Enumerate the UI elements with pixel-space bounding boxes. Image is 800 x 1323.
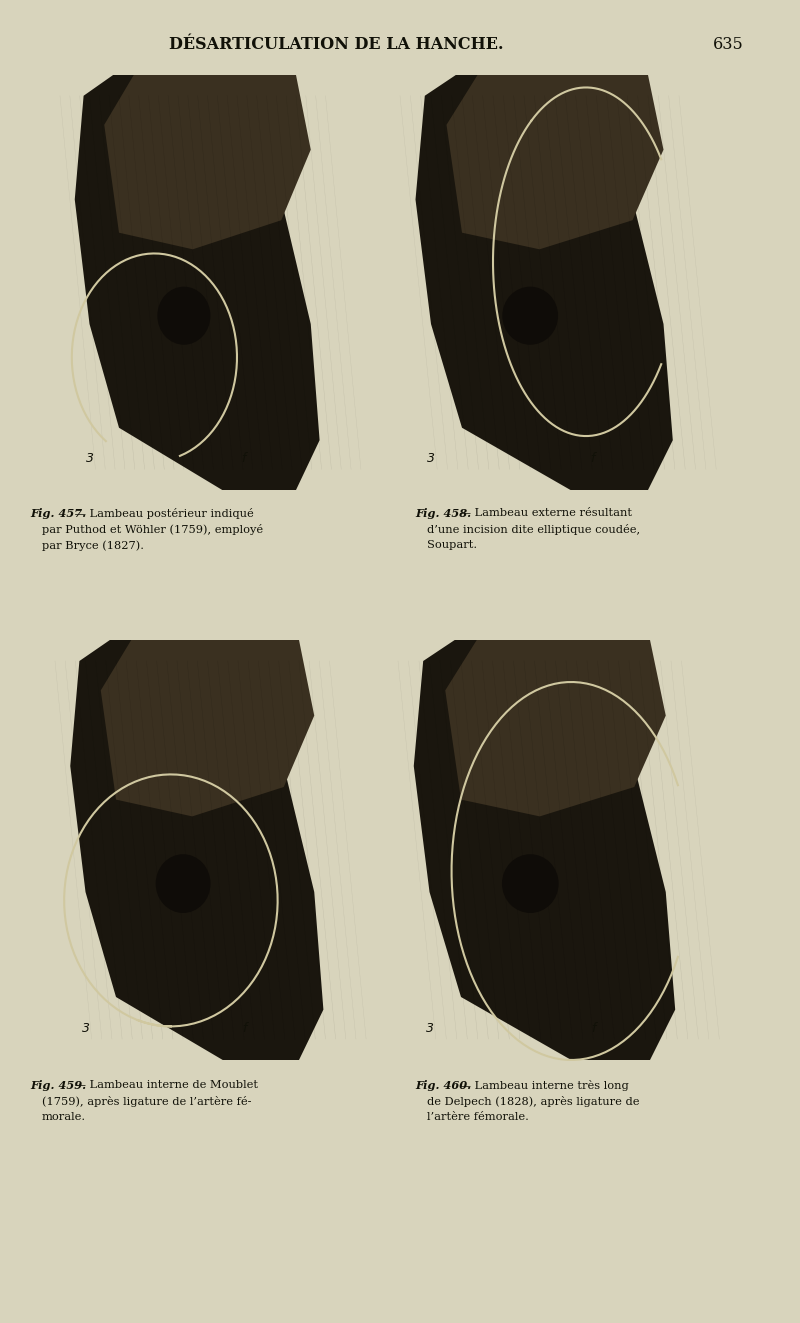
Text: 3: 3 — [82, 1021, 90, 1035]
Text: Fig. 459.: Fig. 459. — [30, 1080, 86, 1091]
Text: d’une incision dite elliptique coudée,: d’une incision dite elliptique coudée, — [427, 524, 640, 534]
Polygon shape — [414, 640, 675, 1060]
Text: Fig. 460.: Fig. 460. — [415, 1080, 471, 1091]
Ellipse shape — [502, 287, 558, 345]
Bar — [400, 75, 710, 490]
Bar — [55, 640, 360, 1060]
Text: par Bryce (1827).: par Bryce (1827). — [42, 540, 144, 550]
Bar — [398, 640, 713, 1060]
Text: l’artère fémorale.: l’artère fémorale. — [427, 1113, 529, 1122]
Text: Fig. 458.: Fig. 458. — [415, 508, 471, 519]
Text: f: f — [242, 1021, 246, 1035]
Text: de Delpech (1828), après ligature de: de Delpech (1828), après ligature de — [427, 1095, 639, 1107]
Text: Fig. 457.: Fig. 457. — [30, 508, 86, 519]
Ellipse shape — [156, 855, 210, 913]
Polygon shape — [415, 75, 673, 490]
Text: f: f — [591, 1021, 595, 1035]
Polygon shape — [70, 640, 323, 1060]
Text: — Lambeau interne de Moublet: — Lambeau interne de Moublet — [71, 1080, 258, 1090]
Text: morale.: morale. — [42, 1113, 86, 1122]
Polygon shape — [446, 75, 663, 249]
Text: 3: 3 — [427, 452, 435, 466]
Polygon shape — [74, 75, 320, 490]
Polygon shape — [446, 640, 666, 816]
Text: — Lambeau externe résultant: — Lambeau externe résultant — [456, 508, 632, 519]
Text: 3: 3 — [86, 452, 94, 466]
Text: f: f — [241, 452, 245, 466]
Text: 635: 635 — [713, 36, 743, 53]
Text: f: f — [590, 452, 594, 466]
Text: — Lambeau interne très long: — Lambeau interne très long — [456, 1080, 629, 1091]
Text: DÉSARTICULATION DE LA HANCHE.: DÉSARTICULATION DE LA HANCHE. — [169, 36, 503, 53]
Text: 3: 3 — [426, 1021, 434, 1035]
Text: Soupart.: Soupart. — [427, 540, 477, 550]
Text: — Lambeau postérieur indiqué: — Lambeau postérieur indiqué — [71, 508, 254, 519]
Polygon shape — [104, 75, 310, 249]
Text: par Puthod et Wöhler (1759), employé: par Puthod et Wöhler (1759), employé — [42, 524, 263, 534]
Polygon shape — [101, 640, 314, 816]
Text: (1759), après ligature de l’artère fé-: (1759), après ligature de l’artère fé- — [42, 1095, 251, 1107]
Bar — [60, 75, 355, 490]
Ellipse shape — [502, 855, 558, 913]
Ellipse shape — [158, 287, 210, 345]
